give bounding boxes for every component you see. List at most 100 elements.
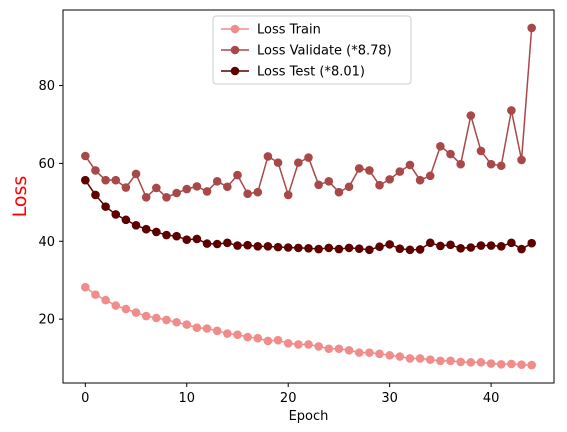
data-point	[365, 166, 374, 175]
data-point	[152, 183, 161, 193]
data-point	[334, 244, 344, 254]
legend-label: Loss Train	[257, 23, 321, 38]
data-point	[253, 187, 263, 197]
data-point	[476, 146, 486, 156]
data-point	[91, 190, 100, 200]
data-point	[294, 158, 303, 167]
data-point	[517, 244, 526, 254]
data-point	[507, 106, 516, 115]
data-point	[304, 340, 313, 349]
data-point	[385, 175, 394, 184]
legend-label: Loss Test (*8.01)	[257, 65, 365, 80]
data-point	[527, 238, 536, 248]
data-point	[415, 175, 425, 185]
data-point	[446, 356, 455, 366]
data-point	[314, 244, 323, 254]
data-point	[466, 358, 476, 367]
legend-marker	[230, 45, 240, 55]
data-point	[162, 315, 171, 325]
data-point	[172, 188, 181, 198]
data-point	[486, 241, 496, 250]
data-point	[192, 323, 202, 333]
data-point	[334, 187, 344, 197]
legend-entry-3: Loss Test (*8.01)	[221, 65, 365, 80]
data-point	[162, 230, 171, 240]
data-point	[446, 240, 455, 250]
data-point	[253, 333, 263, 343]
data-point	[172, 231, 181, 241]
data-point	[395, 167, 405, 176]
data-point	[202, 239, 212, 248]
data-point	[425, 238, 435, 248]
data-point	[517, 155, 526, 165]
x-tick-label: 10	[178, 391, 195, 406]
data-point	[202, 187, 212, 196]
data-point	[405, 245, 415, 255]
data-point	[253, 242, 263, 251]
data-point	[456, 357, 465, 367]
data-point	[405, 354, 415, 363]
data-point	[182, 235, 192, 245]
data-point	[385, 351, 394, 360]
data-point	[233, 330, 242, 340]
data-point	[192, 234, 202, 244]
data-point	[425, 171, 435, 181]
data-point	[91, 290, 100, 299]
y-tick-label: 60	[38, 157, 55, 172]
data-point	[354, 164, 364, 173]
data-point	[263, 242, 273, 251]
data-point	[131, 221, 141, 230]
data-point	[304, 153, 313, 162]
legend: Loss Train Loss Validate (*8.78) Loss Test…	[212, 15, 412, 85]
data-point	[111, 175, 121, 185]
data-point	[212, 239, 222, 249]
data-point	[283, 190, 293, 200]
data-point	[314, 180, 323, 190]
x-tick-label: 20	[280, 391, 297, 406]
data-point	[101, 175, 110, 185]
data-point	[436, 141, 445, 151]
data-point	[385, 240, 394, 249]
x-tick-label: 30	[381, 391, 398, 406]
legend-label: Loss Validate (*8.78)	[257, 44, 392, 59]
axes: 0 10 20 30 40 20 40 60 80 Epoch Loss	[9, 9, 555, 424]
data-point	[233, 241, 242, 250]
axes-frame	[62, 9, 555, 384]
data-point	[263, 336, 273, 346]
data-point	[141, 192, 151, 202]
data-point	[527, 23, 536, 33]
data-point	[375, 242, 384, 252]
x-axis-title: Epoch	[289, 409, 329, 424]
data-point	[182, 320, 192, 329]
series-line	[84, 179, 533, 251]
data-point	[456, 243, 465, 253]
data-point	[91, 166, 100, 175]
x-tick-label: 0	[81, 391, 89, 406]
data-point	[81, 175, 90, 185]
data-point	[141, 311, 151, 321]
data-point	[324, 177, 334, 186]
data-point	[486, 159, 496, 169]
y-tick-label: 40	[38, 235, 55, 250]
data-point	[334, 344, 344, 354]
data-point	[476, 241, 486, 250]
data-point	[111, 301, 121, 310]
data-point	[415, 245, 425, 254]
data-point	[446, 149, 455, 159]
data-point	[395, 352, 405, 361]
data-point	[466, 243, 476, 252]
data-point	[81, 282, 90, 292]
data-point	[223, 182, 232, 192]
data-point	[172, 317, 181, 327]
data-point	[81, 151, 90, 161]
data-point	[202, 324, 212, 333]
data-point	[344, 345, 354, 355]
data-point	[405, 160, 415, 170]
data-point	[212, 326, 222, 336]
data-point	[223, 238, 232, 248]
legend-entry-1: Loss Train	[221, 23, 321, 38]
data-point	[273, 335, 283, 345]
data-point	[243, 189, 252, 199]
data-point	[324, 243, 334, 253]
